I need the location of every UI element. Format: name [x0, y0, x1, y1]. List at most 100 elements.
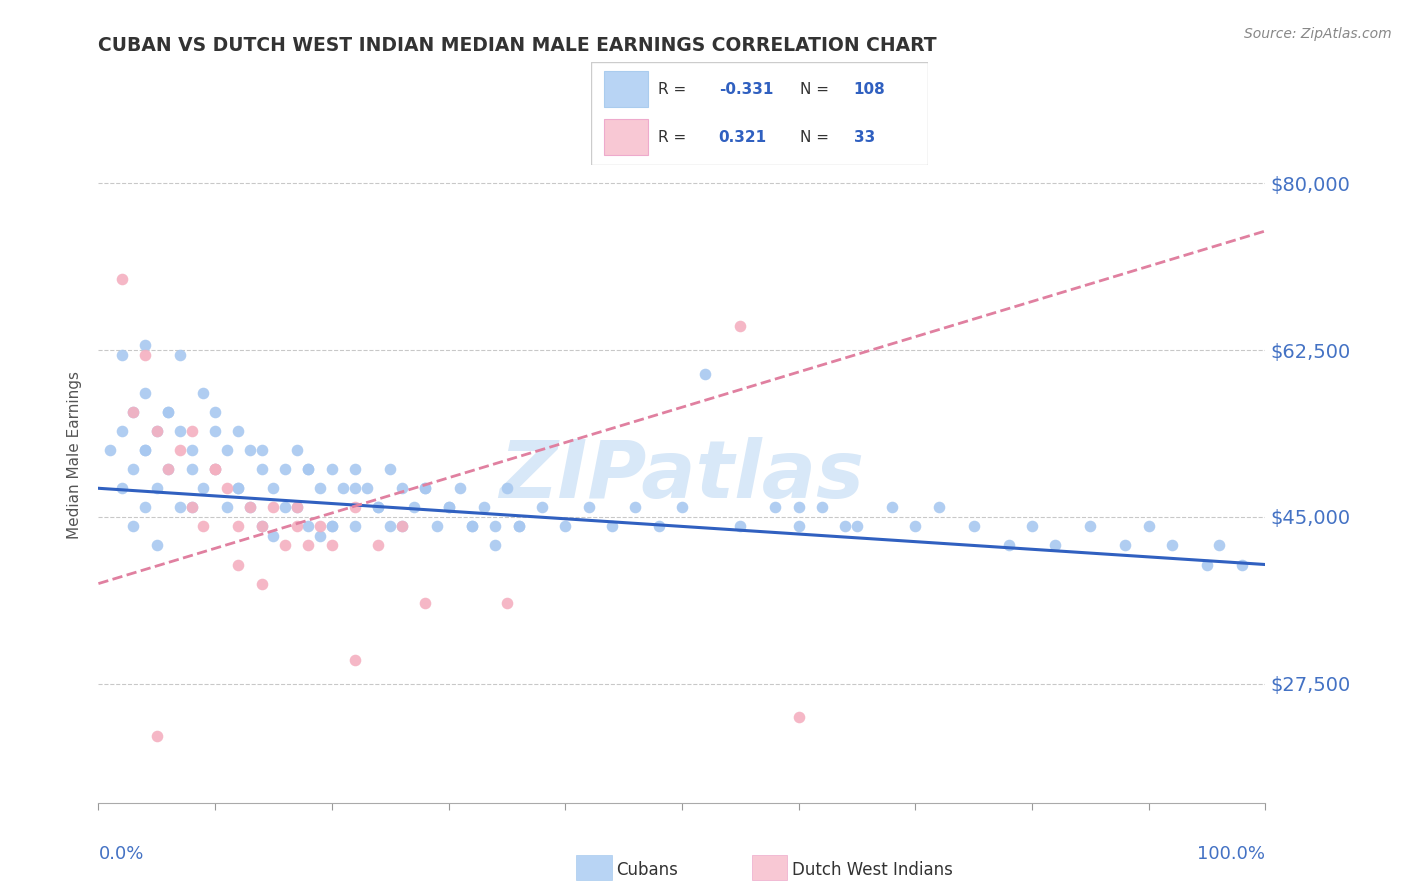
Point	[180, 424, 202, 438]
Point	[193, 481, 215, 495]
Point	[600, 519, 623, 533]
Point	[730, 519, 752, 533]
Text: Source: ZipAtlas.com: Source: ZipAtlas.com	[1244, 27, 1392, 41]
Point	[1114, 539, 1136, 553]
Point	[228, 481, 250, 495]
Text: ZIPatlas: ZIPatlas	[499, 437, 865, 515]
Point	[134, 443, 156, 458]
Point	[228, 519, 250, 533]
Text: CUBAN VS DUTCH WEST INDIAN MEDIAN MALE EARNINGS CORRELATION CHART: CUBAN VS DUTCH WEST INDIAN MEDIAN MALE E…	[98, 36, 936, 54]
Y-axis label: Median Male Earnings: Median Male Earnings	[67, 371, 83, 539]
Point	[928, 500, 950, 515]
Point	[262, 529, 284, 543]
Point	[228, 558, 250, 572]
Point	[274, 500, 297, 515]
Text: R =: R =	[658, 130, 692, 145]
Point	[332, 481, 354, 495]
Point	[297, 462, 319, 476]
Point	[297, 539, 319, 553]
Point	[1045, 539, 1067, 553]
Point	[1137, 519, 1160, 533]
Point	[122, 462, 145, 476]
FancyBboxPatch shape	[605, 119, 648, 155]
Point	[356, 481, 378, 495]
Point	[146, 539, 169, 553]
Point	[437, 500, 460, 515]
Point	[413, 481, 436, 495]
Point	[413, 596, 436, 610]
Point	[846, 519, 869, 533]
Point	[122, 519, 145, 533]
Point	[624, 500, 647, 515]
Point	[309, 519, 332, 533]
Point	[297, 519, 319, 533]
Point	[111, 424, 134, 438]
Point	[378, 519, 402, 533]
Point	[204, 424, 226, 438]
Point	[285, 519, 308, 533]
Text: Dutch West Indians: Dutch West Indians	[792, 861, 952, 879]
Point	[904, 519, 927, 533]
Point	[484, 539, 506, 553]
Point	[695, 367, 717, 381]
Point	[391, 519, 413, 533]
Point	[228, 481, 250, 495]
Point	[215, 481, 238, 495]
Point	[250, 519, 273, 533]
Point	[647, 519, 669, 533]
Point	[321, 539, 343, 553]
Point	[321, 462, 343, 476]
Point	[180, 500, 202, 515]
Point	[285, 500, 308, 515]
Point	[321, 519, 343, 533]
Point	[495, 481, 517, 495]
Point	[880, 500, 903, 515]
Text: -0.331: -0.331	[718, 81, 773, 96]
Text: N =: N =	[800, 81, 834, 96]
Point	[554, 519, 576, 533]
Point	[309, 529, 332, 543]
Point	[1208, 539, 1230, 553]
Point	[437, 500, 460, 515]
Point	[215, 500, 238, 515]
Point	[157, 405, 180, 419]
Text: 108: 108	[853, 81, 886, 96]
Point	[262, 500, 284, 515]
Point	[274, 539, 297, 553]
Point	[1161, 539, 1184, 553]
Point	[297, 462, 319, 476]
Point	[472, 500, 495, 515]
Point	[321, 519, 343, 533]
Point	[111, 271, 134, 285]
Point	[811, 500, 834, 515]
Point	[134, 338, 156, 352]
Point	[169, 443, 191, 458]
Point	[391, 519, 413, 533]
Point	[671, 500, 693, 515]
Point	[157, 462, 180, 476]
Text: 33: 33	[853, 130, 875, 145]
Point	[204, 405, 226, 419]
Point	[578, 500, 600, 515]
Point	[169, 424, 191, 438]
Point	[146, 481, 169, 495]
Point	[449, 481, 471, 495]
Point	[180, 462, 202, 476]
Point	[344, 519, 367, 533]
Point	[344, 653, 367, 667]
Point	[180, 443, 202, 458]
Point	[239, 500, 262, 515]
Point	[787, 710, 810, 724]
Text: 0.321: 0.321	[718, 130, 766, 145]
Point	[204, 462, 226, 476]
Point	[367, 539, 389, 553]
Point	[344, 462, 367, 476]
Point	[367, 500, 389, 515]
Point	[146, 729, 169, 743]
Point	[402, 500, 425, 515]
Point	[461, 519, 484, 533]
Point	[146, 424, 169, 438]
Point	[344, 500, 367, 515]
Point	[962, 519, 984, 533]
Point	[426, 519, 449, 533]
